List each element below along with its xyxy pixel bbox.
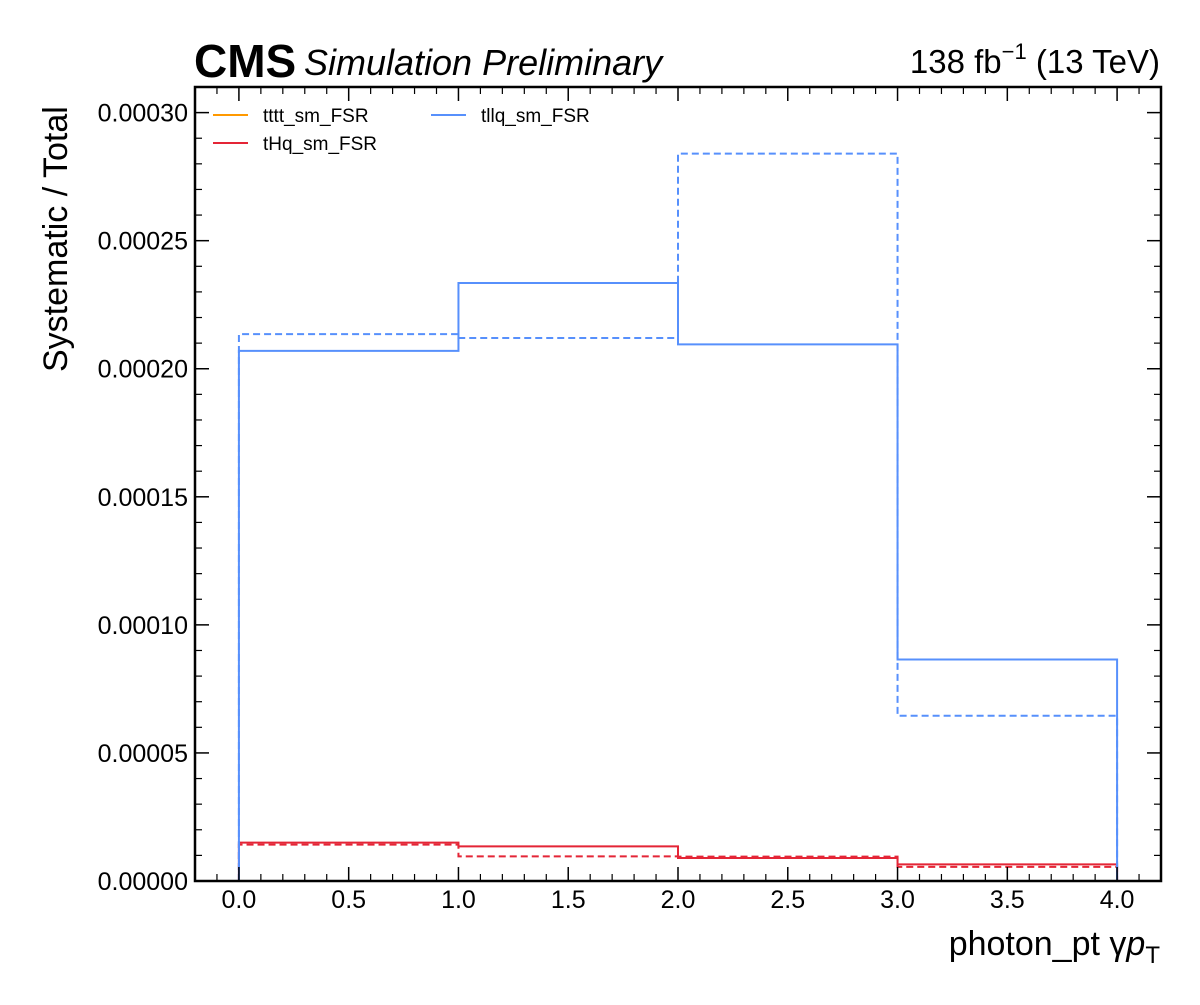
legend-label: tHq_sm_FSR xyxy=(263,134,377,155)
series-thq-sm-fsr-up-line xyxy=(237,841,1119,881)
lumi-exponent: −1 xyxy=(1002,39,1027,64)
x-axis-label: photon_pt γpT xyxy=(949,925,1161,969)
y-axis-label: Systematic / Total xyxy=(37,106,75,372)
x-tick-label: 0.5 xyxy=(331,886,366,914)
y-tick-label: 0.00030 xyxy=(98,100,188,128)
x-axis-label-name: photon_pt xyxy=(949,925,1101,963)
cms-label: CMS xyxy=(194,35,296,87)
x-axis-label-var: p xyxy=(1125,925,1145,963)
x-tick-label: 3.5 xyxy=(990,886,1025,914)
lumi-energy: (13 TeV) xyxy=(1036,43,1160,80)
y-tick-label: 0.00000 xyxy=(98,868,188,896)
series-tllq-sm-fsr-up-line xyxy=(237,281,1119,881)
lumi-value: 138 fb xyxy=(910,43,1002,80)
x-axis-label-sub: T xyxy=(1145,942,1160,969)
plot-area xyxy=(237,152,1119,882)
y-tick-label: 0.00020 xyxy=(98,356,188,384)
x-tick-label: 2.0 xyxy=(661,886,696,914)
axis-ticks: 0.0 0.5 1.0 1.5 2.0 2.5 3.0 3.5 4.0 0.00000 0.0000… xyxy=(98,86,1162,914)
legend-label: tttt_sm_FSR xyxy=(263,106,369,127)
status-label: Simulation Preliminary xyxy=(304,42,664,83)
x-axis-label-symbol: γ xyxy=(1109,925,1126,963)
legend: tttt_sm_FSR tHq_sm_FSR tllq_sm_FSR xyxy=(213,106,590,155)
x-tick-label: 2.5 xyxy=(770,886,805,914)
x-tick-label: 1.0 xyxy=(441,886,476,914)
lumi-label: 138 fb−1 (13 TeV) xyxy=(910,39,1160,80)
legend-label: tllq_sm_FSR xyxy=(481,106,590,127)
plot-frame xyxy=(193,85,1163,883)
series-tllq-sm-fsr-down-line xyxy=(237,152,1119,881)
y-tick-label: 0.00025 xyxy=(98,228,188,256)
x-tick-label: 3.0 xyxy=(880,886,915,914)
x-tick-label: 1.5 xyxy=(551,886,586,914)
x-tick-label: 0.0 xyxy=(222,886,257,914)
y-tick-label: 0.00005 xyxy=(98,740,188,768)
y-tick-label: 0.00015 xyxy=(98,484,188,512)
x-tick-label: 4.0 xyxy=(1100,886,1135,914)
y-tick-label: 0.00010 xyxy=(98,612,188,640)
